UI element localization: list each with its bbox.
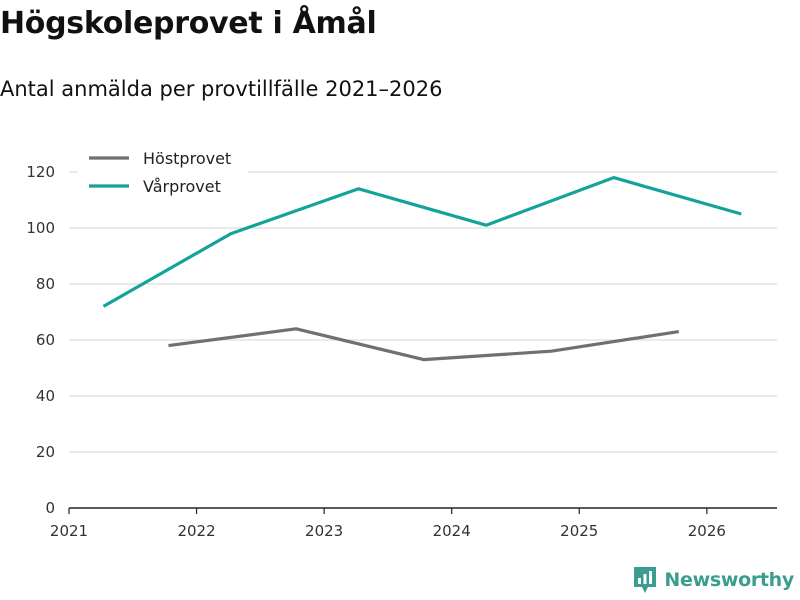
brand-logo: Newsworthy [632,565,794,595]
legend-label-0: Höstprovet [143,149,231,168]
brand-name: Newsworthy [664,569,794,591]
y-tick-label-40: 40 [36,387,55,405]
y-tick-label-80: 80 [36,275,55,293]
series-lines [102,176,742,362]
x-tick-label-2022: 2022 [177,522,215,540]
chart-title: Högskoleprovet i Åmål [0,6,377,41]
y-tick-label-20: 20 [36,443,55,461]
x-tick-label-2026: 2026 [688,522,726,540]
x-axis [68,507,777,514]
gridlines [69,171,777,453]
series-line-0 [168,327,680,362]
tick-labels: 0 20 40 60 80 100 120 2021 2022 2023 2024 2025 2026 [26,163,726,540]
legend-background [78,143,248,201]
y-tick-label-60: 60 [36,331,55,349]
series-line-1 [102,176,742,308]
chart-subtitle: Antal anmälda per provtillfälle 2021–202… [0,77,443,101]
y-tick-label-100: 100 [26,219,55,237]
x-tick-label-2024: 2024 [433,522,471,540]
legend-label-1: Vårprovet [143,177,221,196]
x-tick-label-2025: 2025 [560,522,598,540]
y-tick-label-120: 120 [26,163,55,181]
x-tick-label-2021: 2021 [50,522,88,540]
bar-chart-logo-icon [634,567,657,593]
legend: Höstprovet Vårprovet [78,143,248,201]
x-tick-label-2023: 2023 [305,522,343,540]
y-tick-label-0: 0 [45,499,55,517]
